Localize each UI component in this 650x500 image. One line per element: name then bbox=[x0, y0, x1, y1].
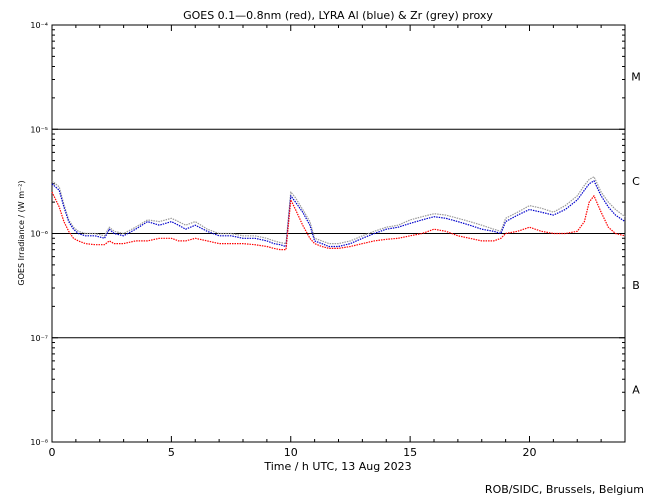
flare-class-label: C bbox=[632, 175, 640, 188]
series-group bbox=[51, 176, 626, 251]
flare-class-labels: M C B A bbox=[631, 71, 641, 397]
x-tick-label: 5 bbox=[168, 446, 175, 459]
y-tick-label: 10⁻⁵ bbox=[30, 125, 48, 134]
y-tick-label: 10⁻⁶ bbox=[30, 230, 48, 239]
x-tick-label: 20 bbox=[523, 446, 537, 459]
reference-lines bbox=[52, 128, 625, 339]
flare-class-label: M bbox=[631, 71, 641, 84]
series-line bbox=[51, 180, 626, 248]
x-axis-label: Time / h UTC, 13 Aug 2023 bbox=[263, 460, 411, 473]
y-tick-label: 10⁻⁸ bbox=[30, 438, 48, 447]
series-line bbox=[51, 191, 626, 251]
x-tick-label: 10 bbox=[284, 446, 298, 459]
credit-text: ROB/SIDC, Brussels, Belgium bbox=[484, 483, 644, 496]
chart-title: GOES 0.1—0.8nm (red), LYRA Al (blue) & Z… bbox=[183, 9, 493, 22]
y-axis-label: GOES Irradiance / (W m⁻²) bbox=[17, 180, 26, 285]
y-tick-label: 10⁻⁷ bbox=[30, 334, 48, 343]
flare-class-label: B bbox=[632, 279, 640, 292]
y-tick-label: 10⁻⁴ bbox=[30, 21, 48, 30]
series-line bbox=[51, 176, 626, 245]
x-tick-label: 0 bbox=[49, 446, 56, 459]
flare-class-label: A bbox=[632, 383, 640, 396]
x-axis: 0 5 10 15 20 bbox=[49, 25, 626, 459]
y-axis: 10⁻⁸ 10⁻⁷ 10⁻⁶ 10⁻⁵ 10⁻⁴ bbox=[30, 21, 625, 447]
x-tick-label: 15 bbox=[403, 446, 417, 459]
